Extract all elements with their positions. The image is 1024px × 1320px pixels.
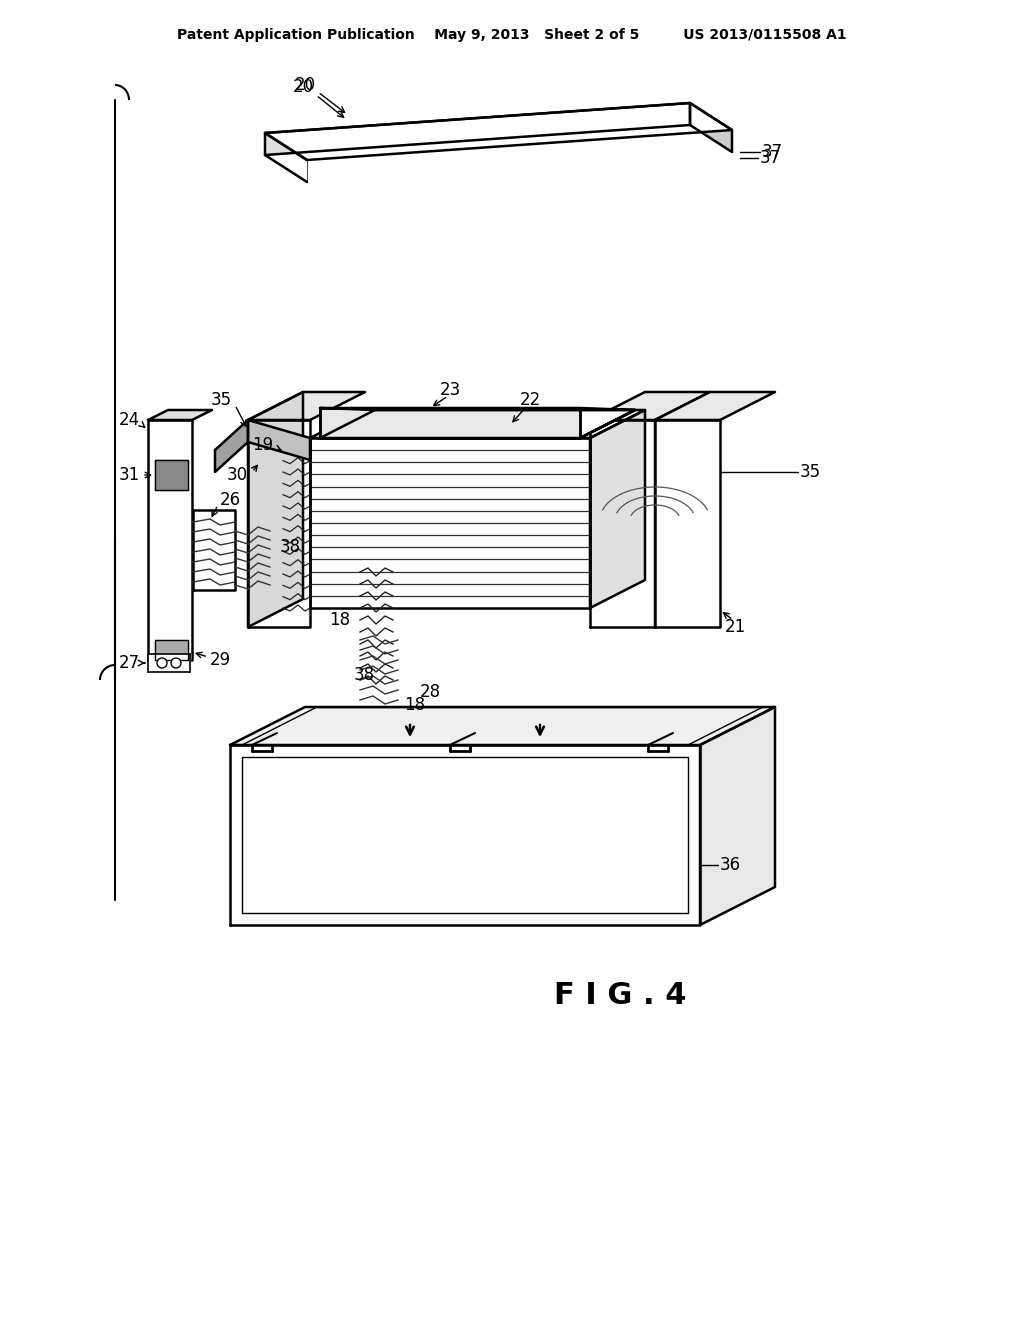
Polygon shape	[193, 510, 234, 590]
Text: 19: 19	[252, 436, 273, 454]
Polygon shape	[590, 420, 655, 627]
Polygon shape	[590, 411, 645, 609]
Polygon shape	[655, 420, 720, 627]
Text: 28: 28	[420, 682, 440, 701]
Polygon shape	[155, 640, 188, 660]
Text: 26: 26	[220, 491, 241, 510]
Text: 24: 24	[119, 411, 140, 429]
Polygon shape	[690, 103, 732, 152]
Text: 36: 36	[720, 855, 741, 874]
Polygon shape	[155, 459, 188, 490]
Text: 35: 35	[800, 463, 821, 480]
Polygon shape	[148, 420, 193, 660]
Polygon shape	[215, 420, 248, 473]
Polygon shape	[265, 103, 732, 160]
Text: 31: 31	[119, 466, 140, 484]
Polygon shape	[590, 392, 710, 420]
Polygon shape	[148, 411, 212, 420]
Text: 18: 18	[330, 611, 350, 630]
Text: 23: 23	[439, 381, 461, 399]
Text: 30: 30	[227, 466, 248, 484]
Text: 18: 18	[404, 696, 426, 714]
Polygon shape	[319, 411, 635, 438]
Polygon shape	[655, 392, 775, 420]
Text: 29: 29	[210, 651, 231, 669]
Polygon shape	[700, 708, 775, 925]
Text: 37: 37	[760, 149, 781, 168]
Text: 21: 21	[724, 618, 745, 636]
Polygon shape	[230, 744, 700, 925]
Text: Patent Application Publication    May 9, 2013   Sheet 2 of 5         US 2013/011: Patent Application Publication May 9, 20…	[177, 28, 847, 42]
Text: 37: 37	[762, 143, 783, 161]
Polygon shape	[248, 392, 365, 420]
Circle shape	[157, 657, 167, 668]
Text: 38: 38	[354, 667, 375, 684]
Polygon shape	[310, 411, 645, 438]
Text: 38: 38	[280, 539, 301, 556]
Polygon shape	[319, 408, 580, 438]
Text: F I G . 4: F I G . 4	[554, 981, 686, 1010]
Polygon shape	[655, 392, 710, 627]
Text: 22: 22	[519, 391, 541, 409]
Polygon shape	[248, 420, 310, 627]
Bar	[148, 653, 190, 672]
Polygon shape	[265, 103, 690, 154]
Polygon shape	[230, 708, 775, 744]
Text: 20: 20	[295, 77, 315, 94]
Circle shape	[171, 657, 181, 668]
Polygon shape	[580, 411, 635, 438]
Polygon shape	[248, 420, 310, 459]
Polygon shape	[248, 392, 303, 627]
Text: 20: 20	[293, 78, 313, 96]
Polygon shape	[310, 438, 590, 609]
Text: 35: 35	[211, 391, 232, 409]
Text: 27: 27	[119, 653, 140, 672]
